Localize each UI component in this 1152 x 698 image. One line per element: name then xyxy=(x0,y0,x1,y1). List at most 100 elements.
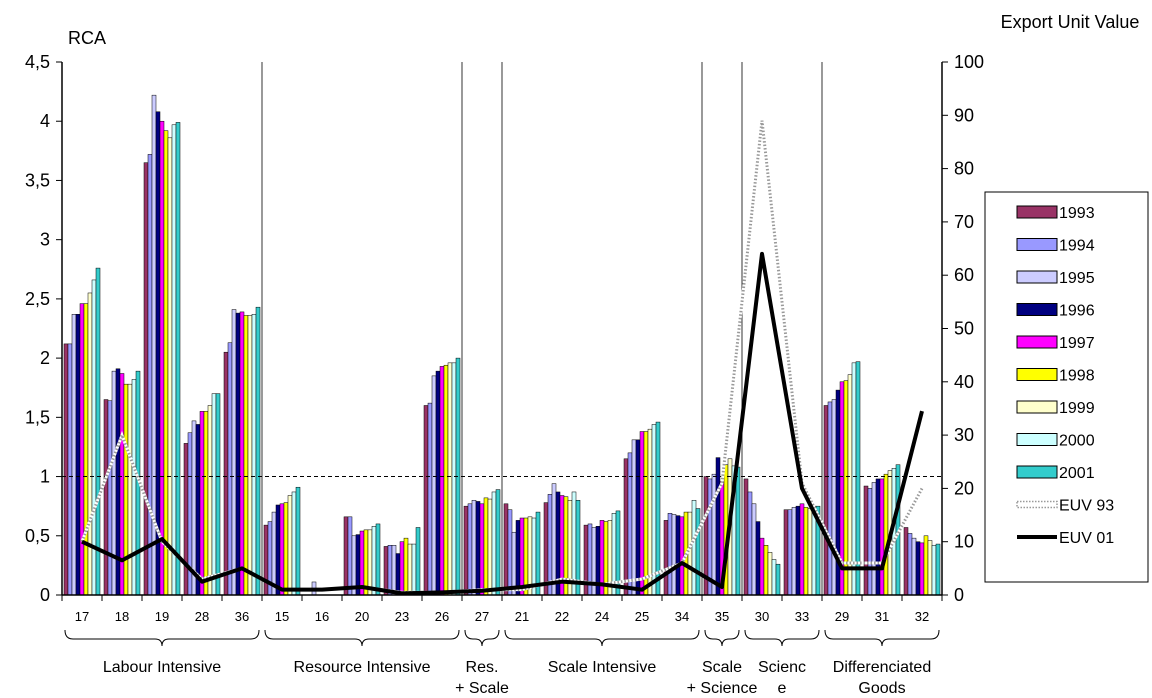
left-tick-label: 1 xyxy=(40,467,50,487)
bar-31-1993 xyxy=(863,485,869,596)
bar-34-1999 xyxy=(687,511,693,596)
bar-20-1993 xyxy=(343,516,349,596)
category-label: 32 xyxy=(915,609,929,624)
bar-36-1995 xyxy=(231,309,237,596)
legend: 1993 1994 1995 1996 1997 1998 1999 2000 2001 EUV … xyxy=(984,191,1149,583)
group-label-line2: + Science xyxy=(687,680,758,697)
bar-27-1995 xyxy=(471,499,477,596)
bar-32-1993 xyxy=(903,527,909,596)
bar-28-1993 xyxy=(183,443,189,596)
bar-23-1998 xyxy=(403,537,409,596)
bar-34-1997 xyxy=(679,516,685,596)
bar-27-1996 xyxy=(475,501,481,596)
bar-21-1994 xyxy=(507,509,513,596)
bar-15-2000 xyxy=(291,491,297,596)
bar-31-1998 xyxy=(883,473,889,596)
legend-swatch-1995 xyxy=(1016,270,1058,284)
legend-label-1999: 1999 xyxy=(1059,400,1095,417)
bar-25-1993 xyxy=(623,458,629,596)
right-tick-label: 10 xyxy=(954,532,974,552)
legend-swatch-2001 xyxy=(1016,465,1058,479)
bar-36-2000 xyxy=(251,314,257,596)
bar-26-1997 xyxy=(439,366,445,596)
group-label: Resource Intensive xyxy=(294,659,431,676)
legend-swatch-2000 xyxy=(1016,433,1058,446)
bar-15-1996 xyxy=(275,504,281,596)
bar-29-1995 xyxy=(831,399,837,596)
euv01-line xyxy=(81,251,924,596)
group-label: Res. xyxy=(466,659,499,676)
bar-22-1995 xyxy=(551,483,557,596)
bar-32-1999 xyxy=(927,540,933,596)
right-tick-label: 30 xyxy=(954,425,974,445)
bar-21-1998 xyxy=(523,517,529,596)
legend-label-euv-93: EUV 93 xyxy=(1059,498,1114,515)
bar-25-2001 xyxy=(655,421,661,596)
group-label: Scale xyxy=(702,659,742,676)
group-brace xyxy=(744,629,820,647)
bar-31-1997 xyxy=(879,478,885,596)
bar-36-2001 xyxy=(255,306,261,596)
left-tick-label: 4,5 xyxy=(25,52,50,72)
bar-23-1999 xyxy=(407,543,413,596)
bar-25-1995 xyxy=(631,439,637,596)
bar-21-1997 xyxy=(519,517,525,596)
left-tick-label: 2 xyxy=(40,348,50,368)
group-brace xyxy=(824,629,940,647)
bar-26-1995 xyxy=(431,375,437,596)
bar-19-1997 xyxy=(159,120,165,596)
bar-32-1995 xyxy=(911,537,917,596)
bar-15-2001 xyxy=(295,486,301,596)
bar-28-1999 xyxy=(207,405,213,596)
bar-28-1997 xyxy=(199,411,205,596)
bar-19-1996 xyxy=(155,111,161,596)
bar-28-2001 xyxy=(215,393,221,596)
left-tick-label: 3,5 xyxy=(25,170,50,190)
legend-swatch-1997 xyxy=(1016,335,1058,349)
bar-33-1997 xyxy=(799,503,805,596)
category-label: 21 xyxy=(515,609,529,624)
bar-36-1997 xyxy=(239,311,245,596)
bar-17-1997 xyxy=(79,303,85,596)
bar-23-2001 xyxy=(415,527,421,596)
bar-28-1998 xyxy=(203,411,209,596)
group-label: Scale Intensive xyxy=(548,659,657,676)
bar-32-1998 xyxy=(923,535,929,596)
group-brace xyxy=(264,629,460,647)
bar-30-2001 xyxy=(775,563,781,596)
bar-19-2001 xyxy=(175,122,181,596)
left-tick-label: 4 xyxy=(40,111,50,131)
bar-33-1995 xyxy=(791,507,797,596)
bar-32-1997 xyxy=(919,542,925,596)
bar-18-1999 xyxy=(127,383,133,596)
bar-36-1999 xyxy=(247,315,253,596)
bar-30-1999 xyxy=(767,552,773,596)
left-tick-label: 0,5 xyxy=(25,526,50,546)
bar-27-1998 xyxy=(483,497,489,596)
euv93-line xyxy=(80,120,924,594)
bar-21-2001 xyxy=(535,511,541,596)
bar-26-2000 xyxy=(451,362,457,596)
legend-label-1996: 1996 xyxy=(1059,303,1095,320)
category-label: 28 xyxy=(195,609,209,624)
bar-34-2000 xyxy=(691,499,697,596)
legend-swatch-1999 xyxy=(1016,400,1058,414)
bar-20-1999 xyxy=(367,529,373,596)
bar-29-1994 xyxy=(827,401,833,596)
category-label: 15 xyxy=(275,609,289,624)
category-label: 23 xyxy=(395,609,409,624)
group-brace xyxy=(64,629,260,647)
bar-34-1994 xyxy=(667,513,673,596)
bar-26-1999 xyxy=(447,362,453,596)
category-label: 20 xyxy=(355,609,369,624)
bar-30-1993 xyxy=(743,478,749,596)
bar-35-1996 xyxy=(715,457,721,596)
bar-33-1998 xyxy=(803,507,809,596)
bar-34-1993 xyxy=(663,520,669,596)
bar-19-1999 xyxy=(167,137,173,596)
legend-label-1995: 1995 xyxy=(1059,270,1095,287)
bar-30-1997 xyxy=(759,537,765,596)
right-axis-label: Export Unit Value xyxy=(1001,12,1140,32)
right-tick-label: 20 xyxy=(954,478,974,498)
bar-35-2001 xyxy=(735,466,741,596)
